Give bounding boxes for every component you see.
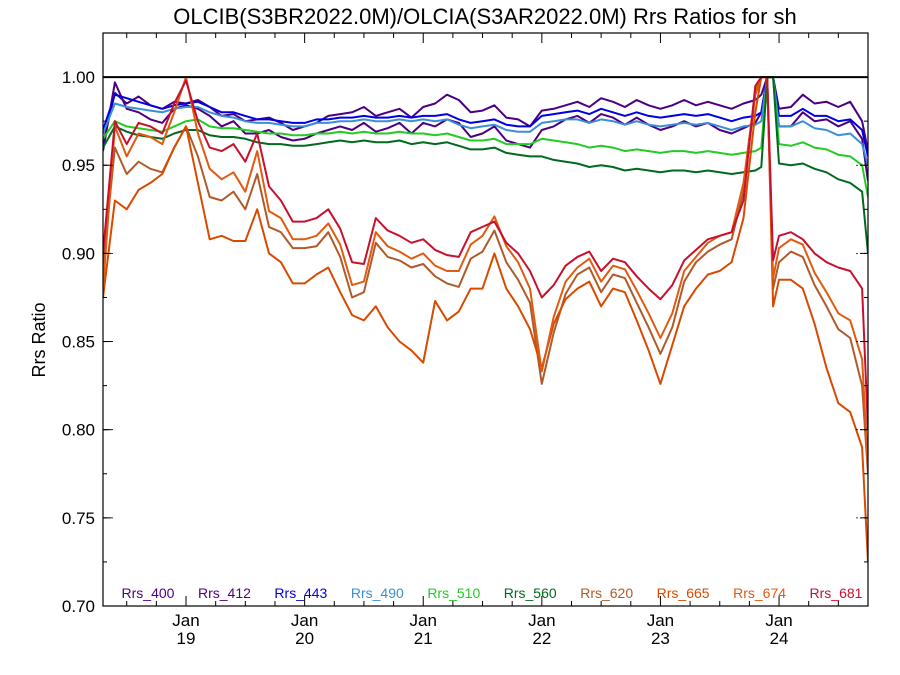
x-tick-label-day: 20 [295, 629, 314, 648]
y-axis-label: Rrs Ratio [29, 302, 49, 377]
x-tick-label-day: 21 [414, 629, 433, 648]
series-line-rrs-510 [103, 76, 868, 198]
legend-item-rrs-665: Rrs_665 [657, 585, 710, 601]
series-line-rrs-490 [103, 76, 868, 166]
legend-item-rrs-443: Rrs_443 [274, 585, 327, 601]
legend-item-rrs-412: Rrs_412 [198, 585, 251, 601]
x-tick-label-day: 22 [532, 629, 551, 648]
x-tick-label-month: Jan [765, 611, 792, 630]
legend-item-rrs-674: Rrs_674 [733, 585, 786, 601]
x-tick-label-month: Jan [172, 611, 199, 630]
chart-title: OLCIB(S3BR2022.0M)/OLCIA(S3AR2022.0M) Rr… [173, 4, 797, 29]
y-tick-label: 0.95 [62, 156, 95, 175]
series-line-rrs-400 [103, 76, 868, 152]
legend-item-rrs-510: Rrs_510 [427, 585, 480, 601]
legend-item-rrs-681: Rrs_681 [810, 585, 863, 601]
plot-border [102, 32, 869, 607]
series-line-rrs-412 [103, 76, 868, 182]
y-tick-label: 1.00 [62, 68, 95, 87]
series-line-rrs-443 [103, 76, 868, 157]
x-tick-label-month: Jan [647, 611, 674, 630]
legend: Rrs_400 Rrs_412 Rrs_443 Rrs_490 Rrs_510 Rrs_5… [122, 585, 863, 601]
x-tick-label-month: Jan [291, 611, 318, 630]
y-tick-label: 0.85 [62, 333, 95, 352]
y-tick-label: 0.80 [62, 421, 95, 440]
legend-item-rrs-490: Rrs_490 [351, 585, 404, 601]
legend-item-rrs-560: Rrs_560 [504, 585, 557, 601]
axes: 0.700.750.800.850.900.951.00Jan19Jan20Ja… [62, 32, 869, 648]
legend-item-rrs-620: Rrs_620 [580, 585, 633, 601]
series-line-rrs-665 [103, 76, 868, 562]
y-tick-label: 0.90 [62, 244, 95, 263]
x-tick-label-day: 24 [770, 629, 789, 648]
x-tick-label-month: Jan [410, 611, 437, 630]
x-tick-label-day: 23 [651, 629, 670, 648]
series-line-rrs-681 [103, 76, 868, 430]
y-tick-label: 0.75 [62, 509, 95, 528]
series-line-rrs-560 [103, 76, 868, 254]
x-tick-label-month: Jan [528, 611, 555, 630]
x-tick-label-day: 19 [177, 629, 196, 648]
y-tick-label: 0.70 [62, 597, 95, 616]
legend-item-rrs-400: Rrs_400 [122, 585, 175, 601]
series-lines [103, 76, 868, 562]
